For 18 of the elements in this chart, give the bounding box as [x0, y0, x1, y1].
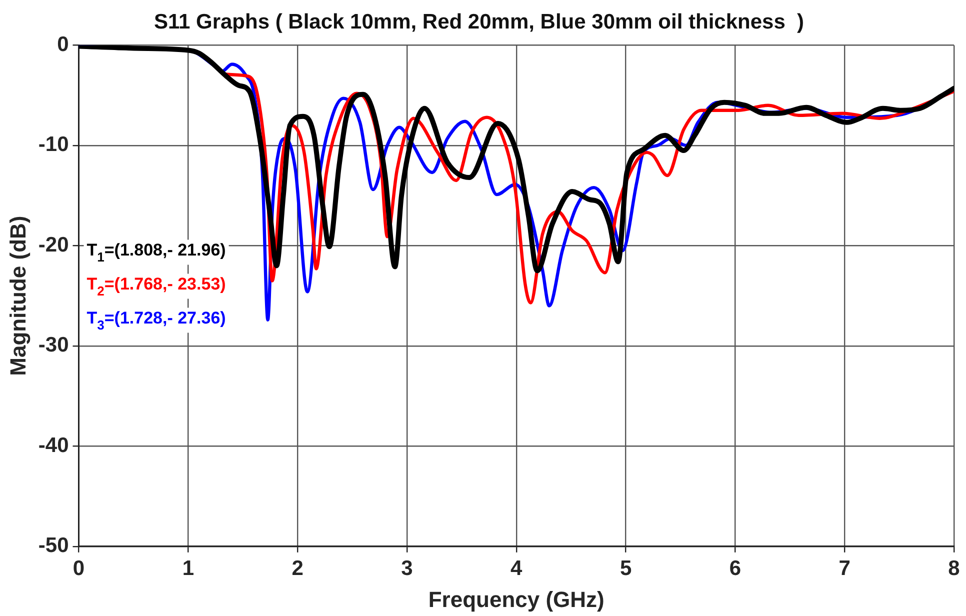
x-tick-label: 7 — [838, 556, 850, 580]
y-tick-label: -30 — [38, 334, 69, 357]
x-tick-label: 5 — [620, 556, 632, 580]
x-tick-label: 6 — [729, 556, 742, 580]
y-tick-label: -10 — [38, 133, 69, 156]
x-tick-label: 2 — [292, 556, 304, 580]
y-tick-label: 0 — [57, 32, 69, 56]
x-tick-label: 4 — [510, 556, 523, 580]
y-axis-title: Magnitude (dB) — [5, 216, 30, 376]
x-tick-label: 0 — [72, 556, 85, 580]
y-tick-label: -20 — [38, 233, 69, 256]
x-tick-label: 3 — [401, 556, 413, 580]
chart-title: S11 Graphs ( Black 10mm, Red 20mm, Blue 30mm oil thickness ) — [154, 10, 804, 34]
x-axis-title: Frequency (GHz) — [428, 586, 604, 612]
x-tick-label: 1 — [182, 556, 194, 580]
y-tick-label: -50 — [38, 534, 69, 558]
y-tick-label: -40 — [38, 434, 69, 457]
x-tick-label: 8 — [948, 556, 960, 580]
